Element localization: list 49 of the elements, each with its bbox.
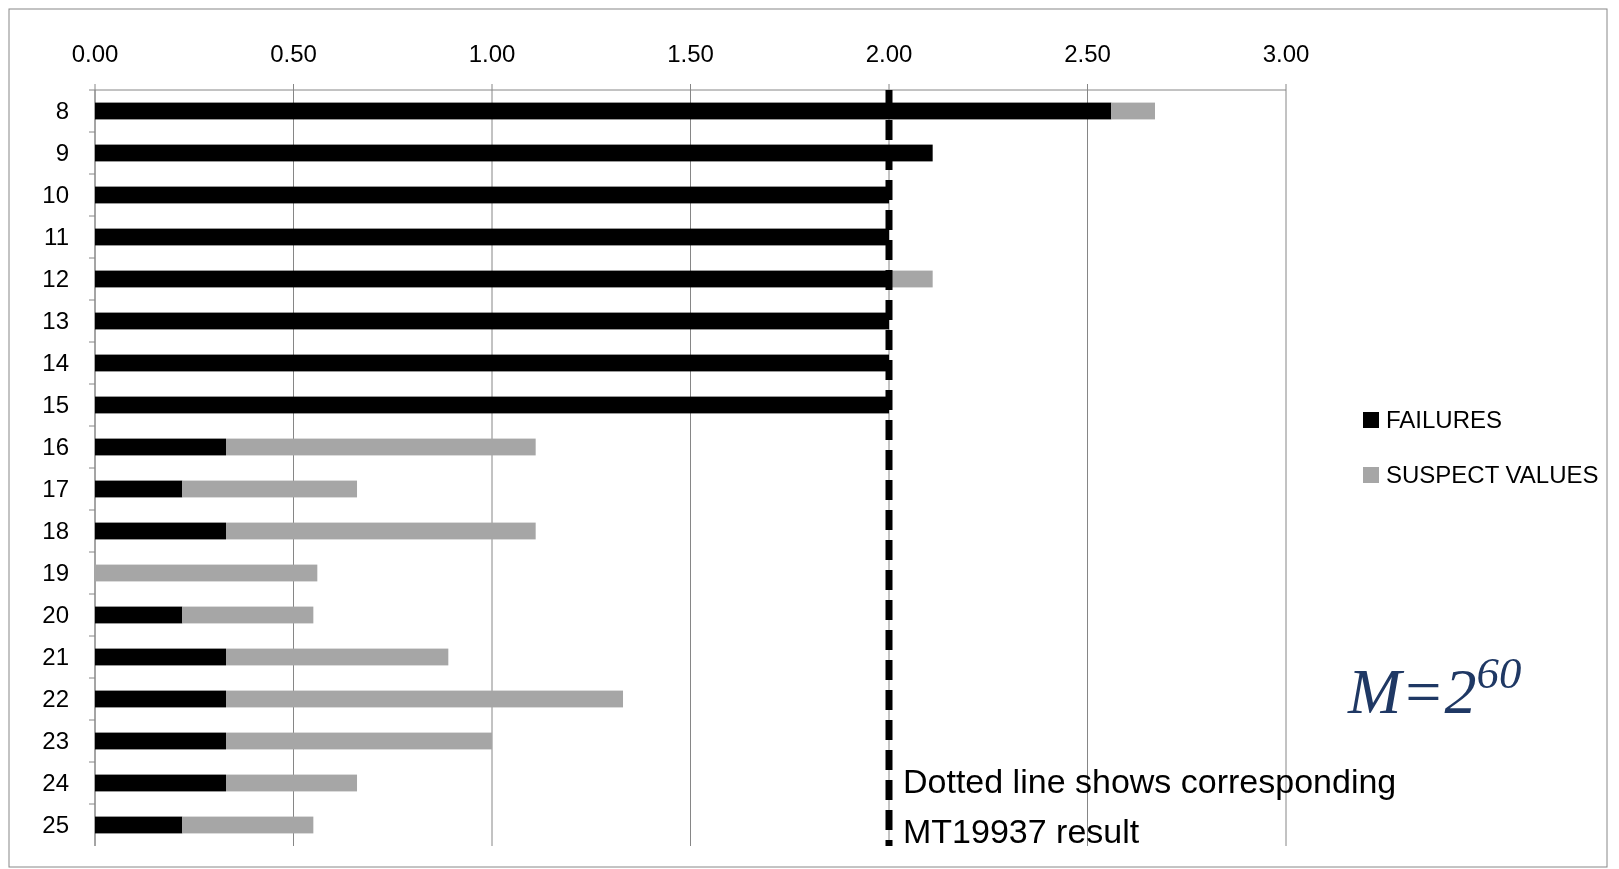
y-tick-label: 15	[42, 391, 69, 418]
y-tick-label: 13	[42, 307, 69, 334]
x-tick-label: 0.00	[71, 40, 119, 67]
x-tick-label: 0.50	[270, 40, 317, 67]
bar	[95, 816, 183, 834]
legend-label: SUSPECT VALUES	[1386, 461, 1599, 488]
bar	[95, 480, 183, 498]
text: M=2$^{60}$	[1347, 648, 1522, 727]
bar	[95, 606, 183, 624]
bar	[95, 564, 318, 582]
y-tick-label: 16	[42, 433, 69, 460]
y-tick-label: 8	[55, 97, 69, 124]
y-tick-label: 12	[42, 265, 69, 292]
y-tick-label: 9	[55, 139, 69, 166]
bar	[226, 690, 624, 708]
bar	[95, 438, 227, 456]
x-tick-label: 2.50	[1064, 40, 1111, 67]
x-tick-label: 2.00	[865, 40, 913, 67]
y-tick-label: 22	[42, 685, 69, 712]
bar	[95, 522, 227, 540]
bar	[182, 606, 314, 624]
y-tick-label: 25	[42, 811, 69, 838]
legend-label: FAILURES	[1386, 406, 1503, 433]
y-tick-label: 19	[42, 559, 69, 586]
bar	[182, 480, 358, 498]
bar	[226, 438, 536, 456]
bar	[226, 648, 449, 666]
bar	[95, 732, 227, 750]
y-tick-label: 17	[42, 475, 69, 502]
bar	[226, 522, 536, 540]
x-tick-label: 1.00	[468, 40, 516, 67]
y-tick-label: 23	[42, 727, 69, 754]
bar	[95, 774, 227, 792]
bar	[95, 690, 227, 708]
y-tick-label: 14	[42, 349, 69, 376]
bar	[226, 774, 358, 792]
x-tick-label: 3.00	[1262, 40, 1310, 67]
bar	[226, 732, 492, 750]
bar	[95, 648, 227, 666]
x-tick-label: 1.50	[667, 40, 714, 67]
y-tick-label: 10	[42, 181, 69, 208]
y-tick-label: 18	[42, 517, 69, 544]
y-tick-label: 24	[42, 769, 69, 796]
y-tick-label: 20	[42, 601, 69, 628]
annotation: Dotted line shows corresponding MT19937 result	[903, 762, 1397, 850]
y-tick-label: 11	[44, 223, 69, 250]
y-tick-label: 21	[42, 643, 69, 670]
bar	[1111, 102, 1155, 120]
bar	[182, 816, 314, 834]
